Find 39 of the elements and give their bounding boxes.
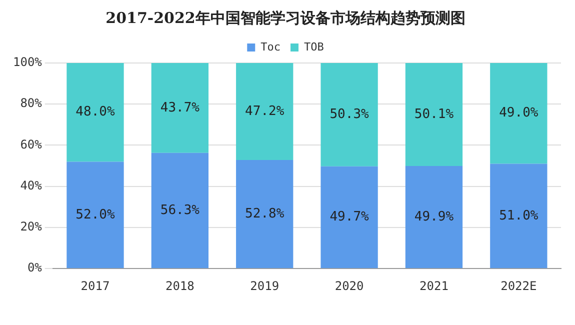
x-tick-label: 2022E xyxy=(500,278,537,293)
bar xyxy=(151,152,209,268)
data-label: 50.3% xyxy=(330,107,370,122)
bar xyxy=(490,164,548,268)
bar xyxy=(236,63,294,160)
bar xyxy=(66,162,124,268)
data-label: 48.0% xyxy=(76,104,115,120)
bar xyxy=(66,63,124,162)
data-label: 52.8% xyxy=(245,206,284,222)
bar xyxy=(236,160,294,268)
data-label: 50.1% xyxy=(414,106,454,122)
y-tick-label: 60% xyxy=(20,137,43,152)
data-label: 56.3% xyxy=(160,202,200,218)
data-label: 43.7% xyxy=(160,100,200,116)
data-label: 49.0% xyxy=(499,106,538,121)
y-tick-label: 100% xyxy=(12,55,43,70)
bar xyxy=(490,63,548,164)
bar xyxy=(151,63,209,153)
bar xyxy=(405,63,463,166)
bar xyxy=(320,166,378,268)
x-tick-label: 2021 xyxy=(420,278,448,293)
x-tick-label: 2017 xyxy=(80,278,110,293)
data-label: 49.7% xyxy=(330,210,370,225)
data-label: 52.0% xyxy=(76,207,115,222)
y-tick-label: 40% xyxy=(20,178,43,192)
y-tick-label: 20% xyxy=(20,220,43,234)
y-tick-label: 0% xyxy=(27,260,43,275)
x-tick-label: 2018 xyxy=(165,278,194,293)
bar xyxy=(405,166,463,268)
data-label: 47.2% xyxy=(245,104,284,119)
chart-title: 2017-2022年中国智能学习设备市场结构趋势预测图 xyxy=(106,8,466,27)
x-tick-label: 2020 xyxy=(334,278,364,293)
bar xyxy=(320,63,378,166)
data-label: 49.9% xyxy=(414,209,454,224)
legend-label: Toc xyxy=(260,40,281,54)
x-tick-label: 2019 xyxy=(250,278,280,293)
y-tick-label: 80% xyxy=(20,96,43,110)
data-label: 51.0% xyxy=(499,208,538,224)
legend-label: TOB xyxy=(304,40,324,54)
